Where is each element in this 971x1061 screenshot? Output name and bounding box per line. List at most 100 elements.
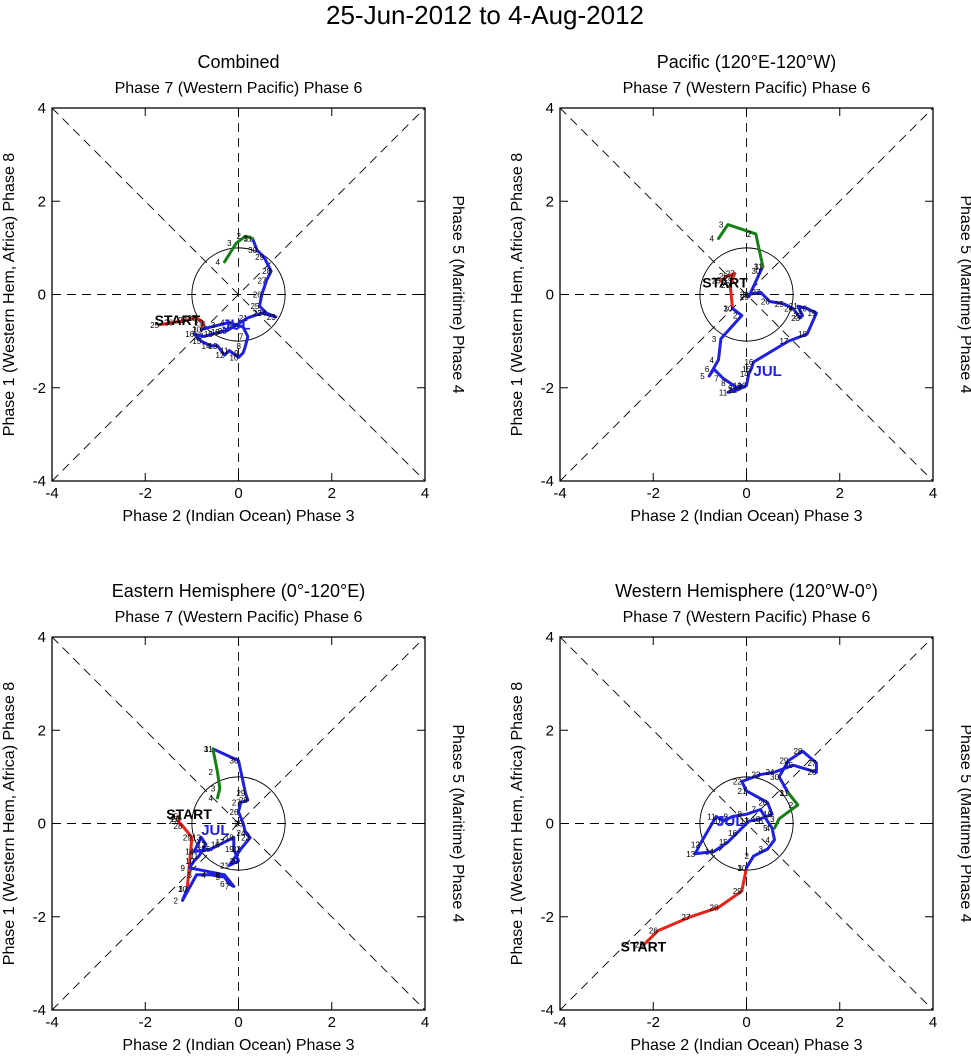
- day-label: 6: [234, 323, 239, 332]
- day-label: 23: [267, 313, 276, 322]
- x-axis-label: Phase 2 (Indian Ocean) Phase 3: [630, 508, 862, 525]
- day-label: 15: [202, 845, 211, 854]
- start-label: START: [621, 939, 667, 955]
- right-axis-label: Phase 5 (Maritime) Phase 4: [957, 724, 971, 922]
- day-label: 7: [239, 332, 244, 341]
- day-label: 1: [178, 885, 183, 894]
- day-label: 3: [712, 335, 717, 344]
- day-label: 3: [188, 871, 193, 880]
- day-label: 27: [751, 288, 760, 297]
- y-tick-label: 4: [546, 100, 554, 117]
- day-label: 30: [192, 325, 201, 334]
- day-label: 4: [765, 824, 770, 833]
- start-label: START: [155, 312, 201, 328]
- day-label: 3: [227, 239, 232, 248]
- day-label: 8: [236, 342, 241, 351]
- series-june-line: [157, 316, 205, 331]
- day-label: 18: [798, 330, 807, 339]
- day-label: 10: [185, 857, 194, 866]
- day-label: 3: [211, 321, 216, 330]
- panel-title: Eastern Hemisphere (0°-120°E): [112, 581, 366, 601]
- panel-title: Combined: [197, 52, 279, 72]
- day-label: 19: [225, 845, 234, 854]
- day-label: 17: [779, 337, 788, 346]
- y-tick-label: 0: [38, 287, 46, 304]
- day-label: 23: [241, 833, 250, 842]
- day-label: 1: [243, 235, 248, 244]
- month-label: JUL: [201, 822, 229, 839]
- y-tick-label: 4: [546, 629, 554, 646]
- day-label: 27: [807, 759, 816, 768]
- x-tick-label: -2: [647, 485, 660, 502]
- day-label: 12: [728, 386, 737, 395]
- day-label: 11: [719, 388, 728, 397]
- day-label: 29: [740, 293, 749, 302]
- x-tick-label: -4: [553, 485, 566, 502]
- x-tick-label: 0: [234, 1014, 242, 1031]
- day-label: 14: [202, 342, 211, 351]
- day-label: 1: [724, 304, 729, 313]
- day-label: 28: [710, 903, 719, 912]
- y-axis-label: Phase 1 (Western Hem, Africa) Phase 8: [509, 682, 526, 965]
- day-label: 14: [185, 847, 194, 856]
- day-label: 29: [255, 253, 264, 262]
- day-label: 23: [751, 771, 760, 780]
- day-label: 27: [726, 270, 735, 279]
- day-label: 8: [216, 871, 221, 880]
- day-label: 10: [230, 353, 239, 362]
- day-label: 31: [779, 789, 788, 798]
- panel-3: Eastern Hemisphere (0°-120°E) Phase 7 (We…: [1, 581, 466, 1054]
- day-label: 16: [728, 829, 737, 838]
- day-label: 11: [220, 346, 229, 355]
- day-label: 25: [169, 813, 178, 822]
- x-tick-label: -4: [45, 1014, 58, 1031]
- day-label: 18: [225, 833, 234, 842]
- day-label: 28: [793, 747, 802, 756]
- day-label: 28: [239, 796, 248, 805]
- day-label: 2: [747, 230, 752, 239]
- x-tick-label: -2: [647, 1014, 660, 1031]
- day-label: 14: [705, 847, 714, 856]
- day-label: 7: [751, 806, 756, 815]
- day-label: 25: [784, 761, 793, 770]
- day-label: 8: [721, 379, 726, 388]
- day-label: 20: [218, 327, 227, 336]
- day-label: 5: [227, 321, 232, 330]
- day-label: 26: [761, 297, 770, 306]
- day-label: 3: [211, 785, 216, 794]
- day-label: 20: [230, 857, 239, 866]
- day-label: 29: [183, 833, 192, 842]
- y-tick-label: 4: [38, 629, 46, 646]
- day-label: 17: [740, 817, 749, 826]
- y-axis-label: Phase 1 (Western Hem, Africa) Phase 8: [1, 153, 18, 436]
- series-june-line: [642, 866, 748, 947]
- y-tick-label: -2: [541, 909, 554, 926]
- series-june-line: [176, 815, 194, 891]
- day-label: 28: [262, 267, 271, 276]
- right-axis-label: Phase 5 (Maritime) Phase 4: [957, 195, 971, 393]
- x-tick-label: 2: [328, 485, 336, 502]
- y-tick-label: 0: [38, 816, 46, 833]
- day-label: 19: [763, 810, 772, 819]
- day-label: 20: [798, 304, 807, 313]
- day-label: 15: [192, 337, 201, 346]
- day-label: 30: [770, 773, 779, 782]
- day-label: 29: [236, 789, 245, 798]
- day-label: 4: [710, 356, 715, 365]
- x-tick-label: -2: [139, 485, 152, 502]
- series-august-line: [223, 234, 254, 264]
- day-label: 13: [192, 833, 201, 842]
- day-label: 4: [220, 318, 225, 327]
- day-label: 19: [211, 328, 220, 337]
- day-label: 2: [209, 768, 214, 777]
- start-label: START: [166, 806, 212, 822]
- day-label: 9: [234, 349, 239, 358]
- day-label: 4: [209, 794, 214, 803]
- day-label: 21: [220, 861, 229, 870]
- day-label: 26: [171, 815, 180, 824]
- month-label: JUL: [753, 363, 781, 380]
- day-label: 15: [742, 365, 751, 374]
- day-label: 29: [195, 318, 204, 327]
- x-tick-label: 4: [929, 485, 937, 502]
- day-label: 16: [185, 330, 194, 339]
